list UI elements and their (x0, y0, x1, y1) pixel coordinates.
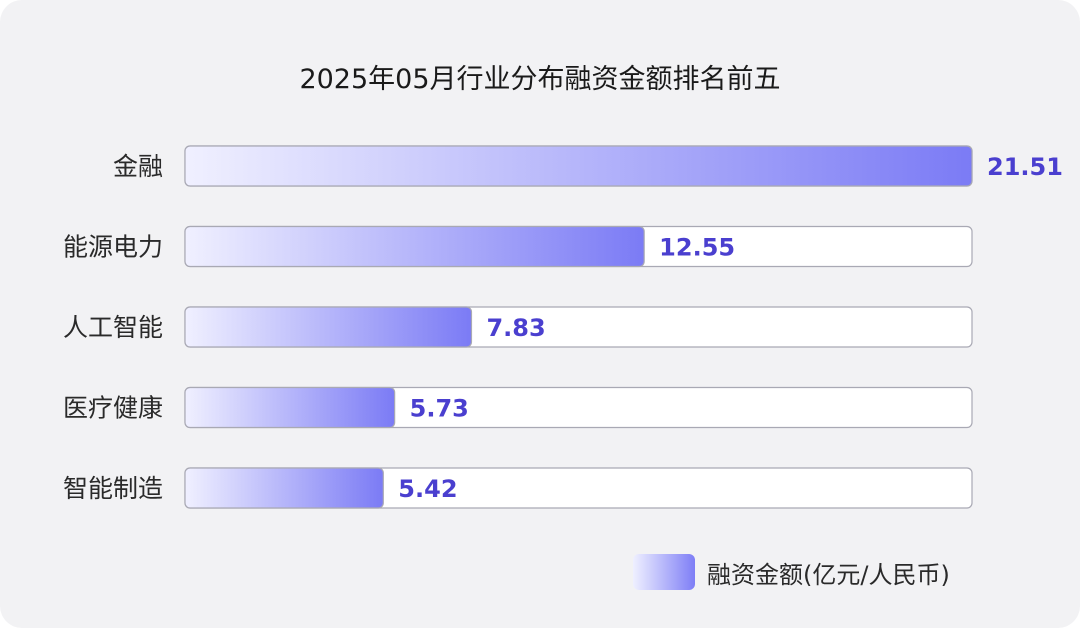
value-label: 12.55 (659, 234, 735, 262)
bar (184, 225, 645, 268)
category-label: 人工智能 (63, 313, 163, 342)
bar (184, 467, 384, 509)
value-label: 21.51 (987, 153, 1063, 181)
chart-title: 2025年05月行业分布融资金额排名前五 (299, 64, 780, 95)
category-label: 医疗健康 (63, 394, 163, 423)
value-label: 5.73 (410, 395, 469, 423)
value-label: 5.42 (398, 475, 457, 503)
category-label: 金融 (113, 152, 163, 181)
category-label: 能源电力 (63, 233, 163, 262)
category-label: 智能制造 (63, 474, 163, 503)
bar (184, 145, 973, 187)
legend-label: 融资金额(亿元/人民币) (707, 560, 950, 589)
bar (184, 386, 396, 429)
value-label: 7.83 (486, 314, 545, 342)
legend-swatch (633, 554, 695, 590)
legend: 融资金额(亿元/人民币) (633, 554, 950, 590)
bar (184, 306, 473, 348)
